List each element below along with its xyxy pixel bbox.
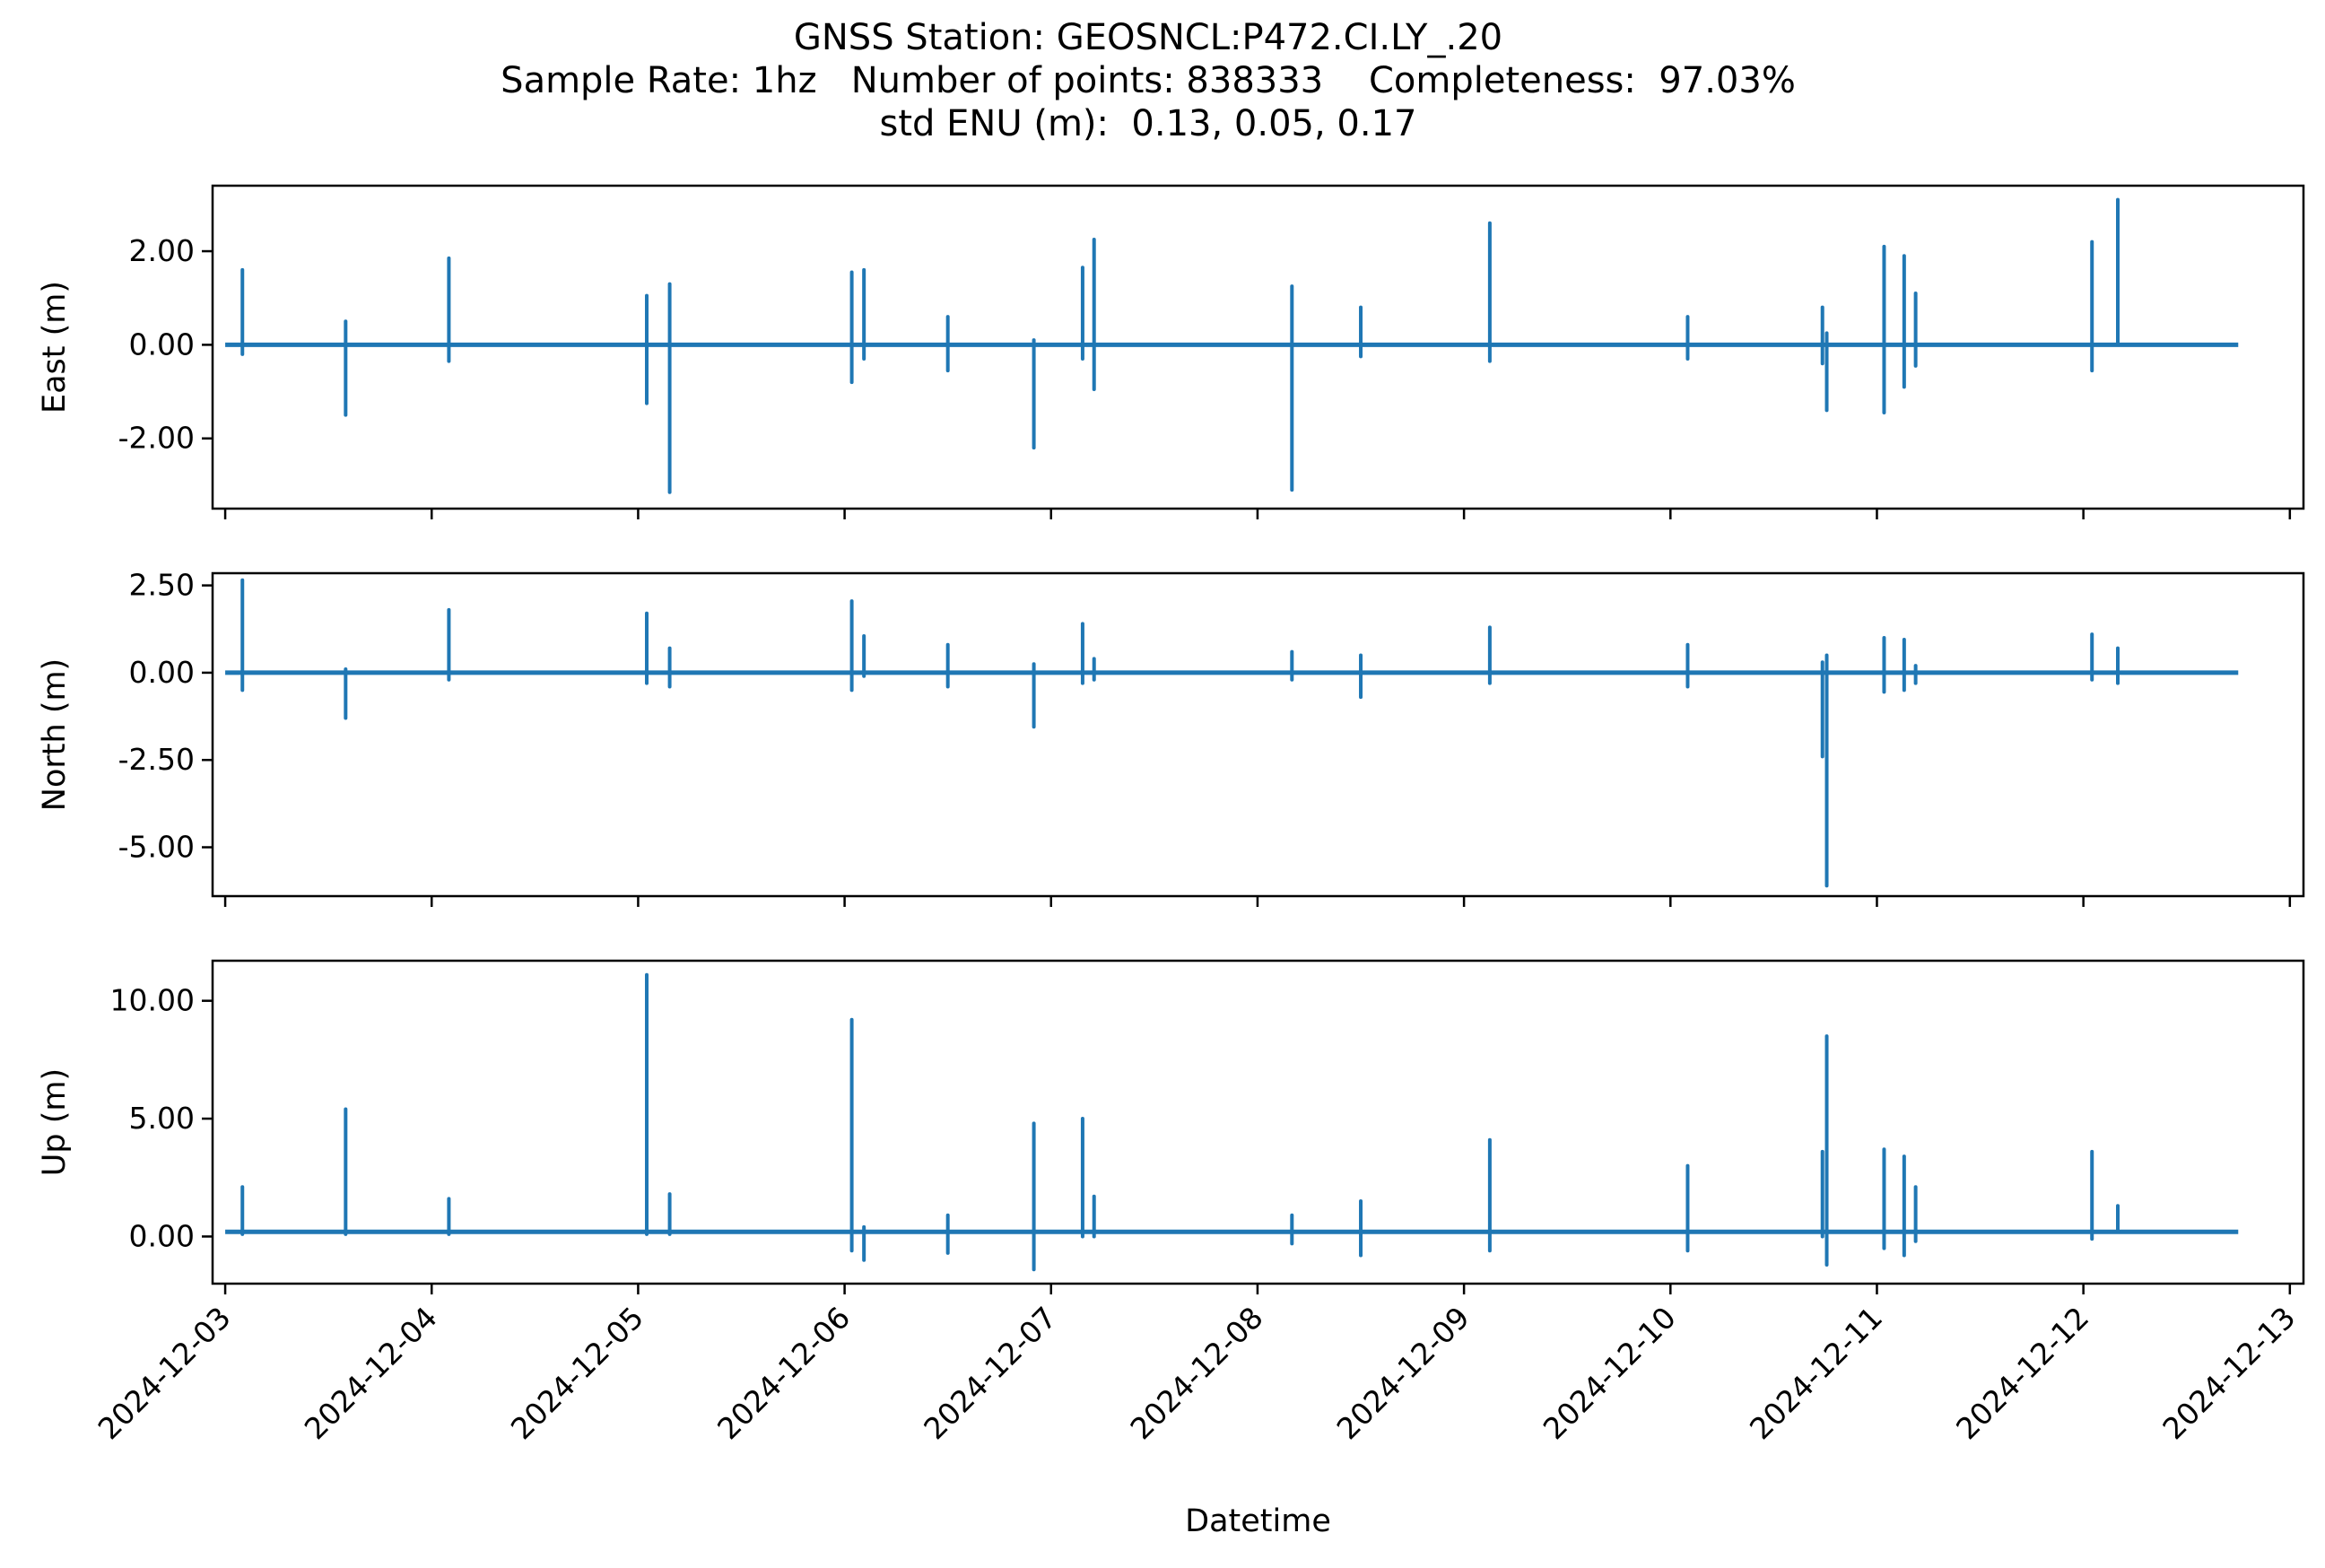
xtick-label-1: 2024-12-04 (298, 1300, 444, 1446)
north-ylabel: North (m) (37, 658, 73, 811)
title-line-station: GNSS Station: GEOSNCL:P472.CI.LY_.20 (793, 17, 1503, 58)
xtick-label-10: 2024-12-13 (2155, 1300, 2302, 1446)
xtick-label-3: 2024-12-06 (710, 1300, 857, 1446)
up-ytick-label-1: 5.00 (129, 1101, 195, 1136)
up-ytick-label-2: 0.00 (129, 1218, 195, 1253)
north-ytick-label-2: -2.50 (118, 742, 195, 777)
north-ytick-label-1: 0.00 (129, 655, 195, 690)
up-ytick-label-0: 10.00 (110, 983, 195, 1018)
up-axes-frame (211, 959, 2305, 1285)
xtick-label-7: 2024-12-10 (1537, 1300, 1683, 1446)
up-ylabel: Up (m) (37, 1068, 73, 1176)
x-axis-label: Datetime (1185, 1503, 1331, 1539)
chart-title: GNSS Station: GEOSNCL:P472.CI.LY_.20 Sam… (0, 16, 2296, 145)
east-axes-frame (211, 184, 2305, 510)
east-ylabel: East (m) (37, 281, 73, 414)
xtick-label-4: 2024-12-07 (917, 1300, 1063, 1446)
east-ytick-label-1: 0.00 (129, 327, 195, 362)
north-ytick-label-0: 2.50 (129, 568, 195, 603)
north-ytick-label-3: -5.00 (118, 830, 195, 865)
xtick-label-5: 2024-12-08 (1123, 1300, 1269, 1446)
north-axes-frame (211, 571, 2305, 898)
xtick-label-6: 2024-12-09 (1330, 1300, 1476, 1446)
xtick-label-0: 2024-12-03 (91, 1300, 238, 1446)
east-ytick-label-2: -2.00 (118, 421, 195, 456)
xtick-label-2: 2024-12-05 (504, 1300, 650, 1446)
xtick-label-8: 2024-12-11 (1743, 1300, 1889, 1446)
title-line-std-enu: std ENU (m): 0.13, 0.05, 0.17 (879, 103, 1417, 144)
title-line-sample-info: Sample Rate: 1hz Number of points: 83833… (501, 60, 1796, 101)
xtick-label-9: 2024-12-12 (1949, 1300, 2095, 1446)
east-ytick-label-0: 2.00 (129, 233, 195, 268)
